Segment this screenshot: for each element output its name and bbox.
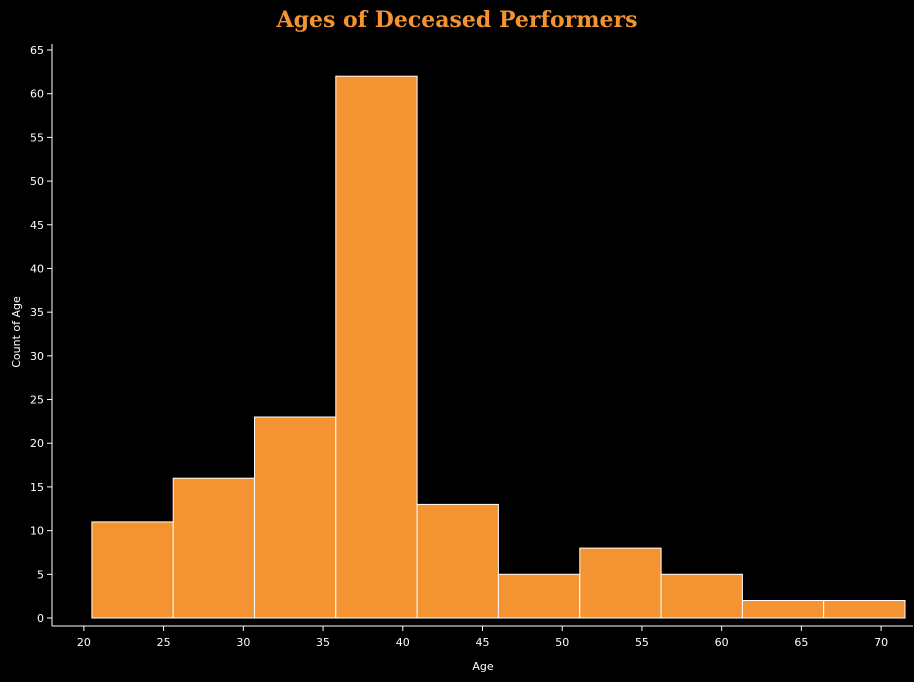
histogram-bar: [172, 477, 255, 619]
x-axis: 20 25 30 35 40 45 50 55 60 65 70: [52, 625, 913, 649]
y-tick-label: 55: [30, 131, 44, 144]
y-tick-label: 25: [30, 394, 44, 407]
histogram-bar: [497, 573, 581, 619]
y-tick-label: 20: [30, 437, 44, 450]
x-tick-label: 20: [77, 636, 91, 649]
x-tick-label: 60: [715, 636, 729, 649]
x-tick-label: 40: [396, 636, 410, 649]
y-tick-label: 5: [37, 568, 44, 581]
y-tick-label: 60: [30, 88, 44, 101]
x-tick-label: 50: [555, 636, 569, 649]
histogram-bar: [660, 573, 743, 619]
y-axis-title: Count of Age: [10, 296, 23, 368]
x-tick-label: 30: [236, 636, 250, 649]
x-tick-label: 70: [874, 636, 888, 649]
histogram-bar: [579, 547, 662, 619]
y-tick-label: 10: [30, 525, 44, 538]
x-tick-label: 55: [635, 636, 649, 649]
histogram-bar: [254, 416, 337, 619]
y-tick-label: 50: [30, 175, 44, 188]
bars-group: [91, 75, 906, 619]
y-axis: 0 5 10 15 20 25 30 35 40 45 50 55 60 65: [30, 44, 53, 626]
histogram-bar: [91, 521, 174, 619]
y-tick-label: 0: [37, 612, 44, 625]
y-tick-label: 35: [30, 306, 44, 319]
histogram-bar: [416, 503, 499, 619]
y-tick-label: 65: [30, 44, 44, 57]
y-tick-label: 30: [30, 350, 44, 363]
x-tick-label: 65: [794, 636, 808, 649]
chart-title: Ages of Deceased Performers: [276, 7, 638, 33]
x-tick-label: 35: [316, 636, 330, 649]
histogram-bar: [335, 75, 418, 619]
histogram-bar: [741, 600, 825, 619]
y-tick-label: 15: [30, 481, 44, 494]
y-tick-label: 45: [30, 219, 44, 232]
histogram-bar: [823, 600, 906, 619]
x-tick-label: 45: [476, 636, 490, 649]
x-tick-label: 25: [157, 636, 171, 649]
y-tick-label: 40: [30, 262, 44, 275]
x-axis-title: Age: [472, 660, 494, 673]
